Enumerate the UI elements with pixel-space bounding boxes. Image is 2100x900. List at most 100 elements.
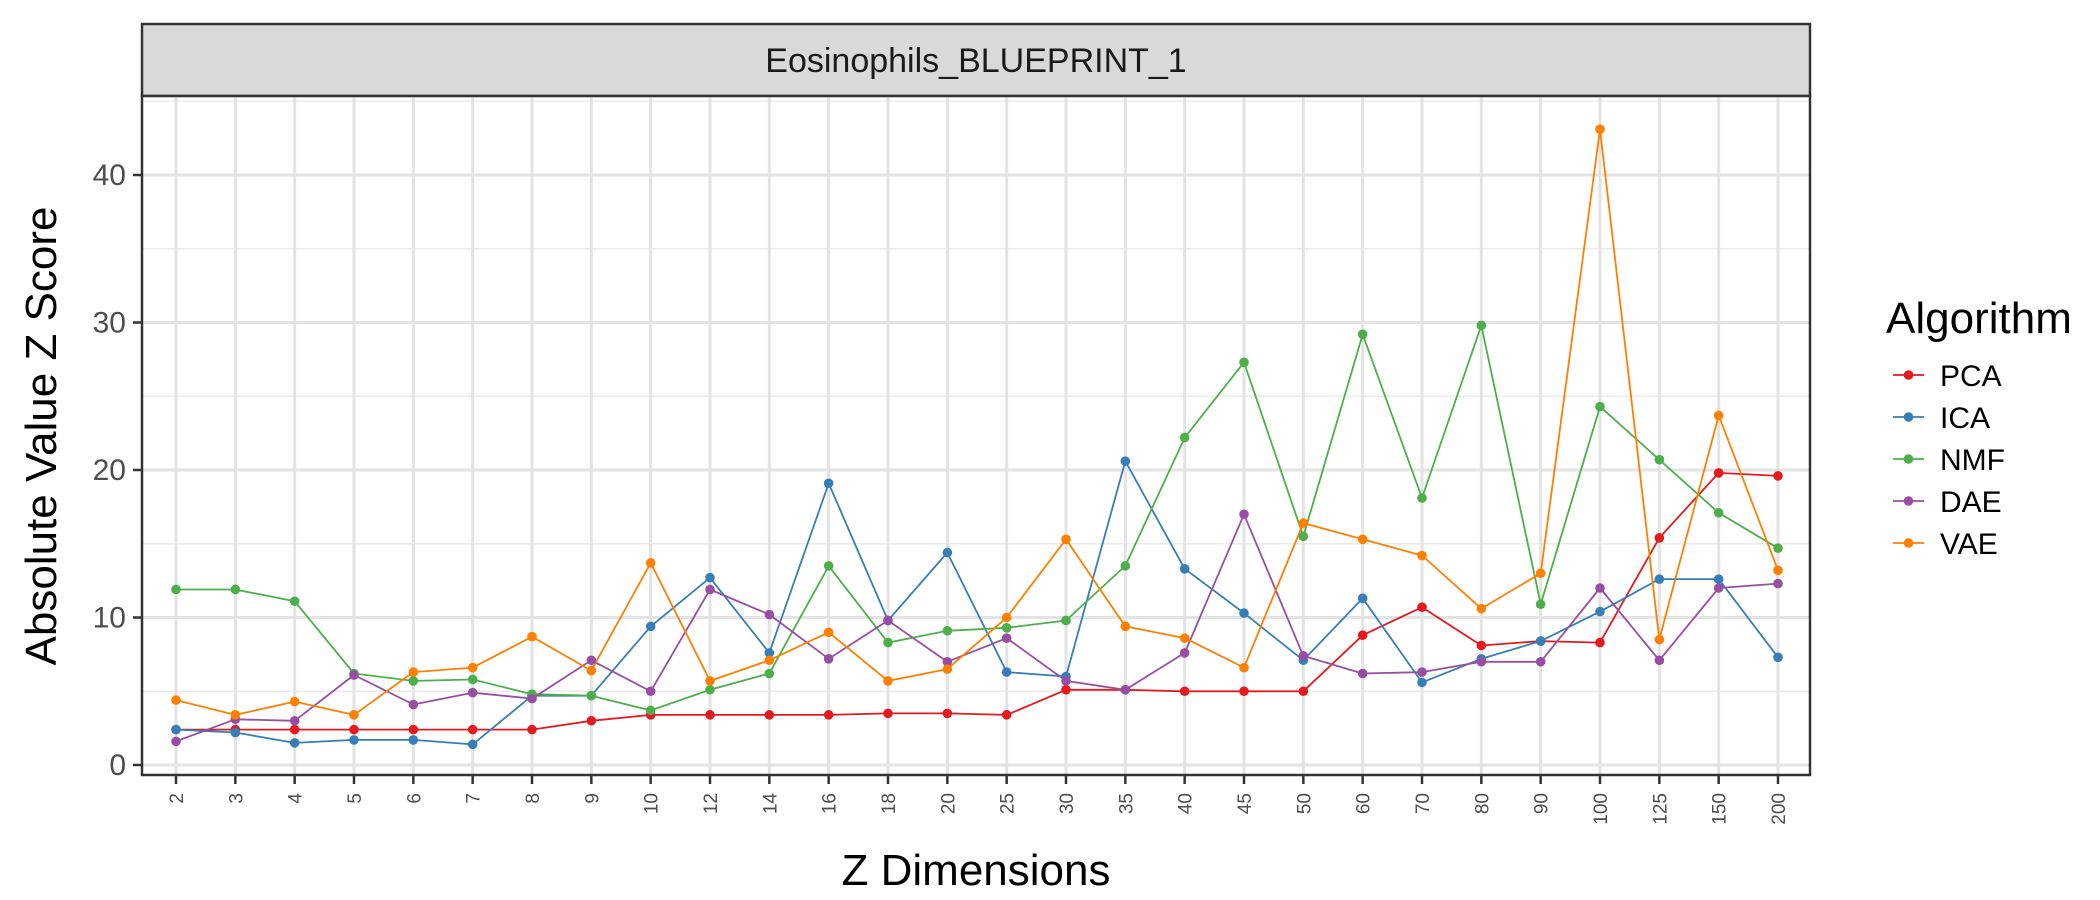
x-tick-label: 8: [523, 793, 544, 804]
data-point-vae: [1239, 662, 1249, 673]
facet-strip: [140, 22, 1812, 98]
x-tick-label: 7: [464, 793, 485, 804]
legend-label: ICA: [1940, 402, 1990, 435]
series-points: [171, 124, 1783, 750]
legend-item-nmf: NMF: [1893, 444, 2005, 477]
data-point-vae: [1179, 633, 1190, 643]
data-point-ica: [289, 738, 300, 748]
data-point-ica: [764, 648, 775, 658]
x-tick-label: 60: [1354, 793, 1375, 814]
x-tick-label: 9: [582, 793, 603, 804]
data-point-ica: [645, 621, 656, 632]
data-point-vae: [349, 710, 359, 720]
data-point-vae: [408, 667, 419, 677]
y-tick-label: 30: [93, 307, 126, 340]
data-point-dae: [1417, 667, 1427, 677]
x-tick-label: 45: [1235, 793, 1256, 814]
data-point-nmf: [230, 584, 241, 595]
data-point-pca: [1239, 686, 1249, 697]
data-point-nmf: [1239, 357, 1249, 368]
x-tick-label: 40: [1176, 793, 1197, 814]
data-point-pca: [883, 708, 893, 719]
data-point-nmf: [1595, 401, 1605, 412]
x-tick-label: 14: [760, 793, 781, 815]
data-point-dae: [527, 693, 537, 704]
x-tick-label: 125: [1650, 793, 1671, 825]
data-point-ica: [1535, 636, 1546, 646]
x-tick-label: 35: [1116, 793, 1137, 814]
plot-panel-border: [140, 94, 1812, 777]
data-point-pca: [467, 724, 478, 735]
data-point-vae: [586, 665, 597, 676]
data-point-nmf: [1001, 623, 1012, 633]
legend-title: Algorithm: [1886, 294, 2072, 343]
x-tick-label: 80: [1472, 793, 1493, 814]
x-tick-label: 100: [1591, 793, 1612, 825]
data-point-vae: [942, 664, 953, 674]
legend-label: NMF: [1940, 444, 2005, 477]
data-point-dae: [1061, 676, 1071, 686]
data-point-dae: [1476, 656, 1487, 667]
x-axis-title: Z Dimensions: [842, 846, 1111, 895]
data-point-nmf: [883, 637, 893, 648]
data-point-vae: [230, 710, 241, 720]
data-point-pca: [349, 724, 359, 735]
data-point-vae: [705, 676, 715, 686]
data-point-ica: [1239, 608, 1249, 618]
data-point-ica: [1357, 593, 1368, 604]
legend-key-point: [1903, 538, 1914, 548]
x-tick-label: 16: [820, 793, 841, 814]
series-line-pca: [176, 471, 1779, 731]
data-point-nmf: [645, 705, 656, 716]
data-point-dae: [823, 654, 834, 664]
data-point-pca: [1417, 602, 1427, 612]
data-point-dae: [1535, 656, 1546, 667]
data-point-pca: [1061, 684, 1071, 695]
data-point-dae: [289, 715, 300, 726]
data-point-vae: [171, 695, 181, 705]
legend-items: PCA ICA NMF DAE VAE: [1893, 360, 2005, 561]
data-point-nmf: [705, 684, 715, 695]
data-point-dae: [1179, 648, 1190, 658]
data-point-ica: [467, 739, 478, 750]
data-point-pca: [527, 724, 537, 735]
data-point-nmf: [1298, 531, 1309, 542]
data-point-dae: [1298, 651, 1309, 661]
data-point-ica: [1179, 564, 1190, 574]
x-tick-label: 20: [938, 793, 959, 814]
data-point-vae: [1357, 534, 1368, 545]
legend-item-dae: DAE: [1893, 486, 2002, 519]
data-point-ica: [942, 547, 953, 558]
data-point-nmf: [1773, 543, 1783, 553]
data-point-ica: [705, 572, 715, 583]
series-line-nmf: [176, 324, 1779, 712]
data-point-pca: [586, 715, 597, 726]
data-point-ica: [1595, 606, 1605, 617]
legend-label: VAE: [1940, 528, 1998, 561]
data-point-dae: [645, 686, 656, 697]
data-point-vae: [1713, 410, 1724, 421]
data-point-dae: [349, 670, 359, 680]
data-point-dae: [1713, 583, 1724, 593]
data-point-vae: [1120, 621, 1131, 632]
data-point-dae: [467, 687, 478, 698]
data-point-dae: [705, 584, 715, 595]
data-point-nmf: [1654, 454, 1665, 465]
data-point-nmf: [1120, 561, 1131, 571]
legend-label: DAE: [1940, 486, 2002, 519]
data-point-dae: [171, 736, 181, 747]
data-point-vae: [1595, 124, 1605, 135]
data-point-pca: [1357, 630, 1368, 640]
data-point-dae: [1239, 509, 1249, 520]
data-point-vae: [527, 631, 537, 642]
legend-item-vae: VAE: [1893, 528, 1998, 561]
data-point-dae: [1357, 668, 1368, 679]
data-point-ica: [1120, 456, 1131, 466]
data-point-dae: [408, 699, 419, 710]
series-lines: [175, 128, 1779, 746]
x-tick-label: 12: [701, 793, 722, 814]
data-point-dae: [883, 615, 893, 626]
data-point-ica: [349, 735, 359, 745]
data-point-vae: [467, 662, 478, 673]
